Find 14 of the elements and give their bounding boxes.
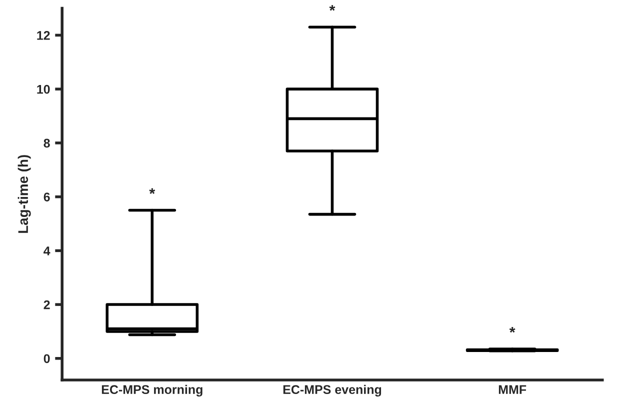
- y-tick-label: 4: [44, 246, 50, 256]
- annotation: *: [329, 5, 336, 11]
- annotation: *: [149, 188, 156, 194]
- annotation: *: [509, 326, 516, 333]
- y-tick-label: 2: [44, 300, 50, 310]
- y-tick-label: 6: [44, 192, 50, 202]
- y-tick-label: 0: [44, 354, 50, 364]
- y-tick-label: 12: [37, 30, 50, 40]
- x-tick-label: EC-MPS evening: [283, 384, 382, 397]
- x-tick-label: EC-MPS morning: [102, 384, 202, 397]
- y-tick-label: 10: [37, 84, 50, 94]
- x-tick-label: MMF: [498, 385, 526, 394]
- y-axis-title: Lag-time (h): [18, 155, 31, 233]
- y-tick-label: 8: [44, 138, 50, 148]
